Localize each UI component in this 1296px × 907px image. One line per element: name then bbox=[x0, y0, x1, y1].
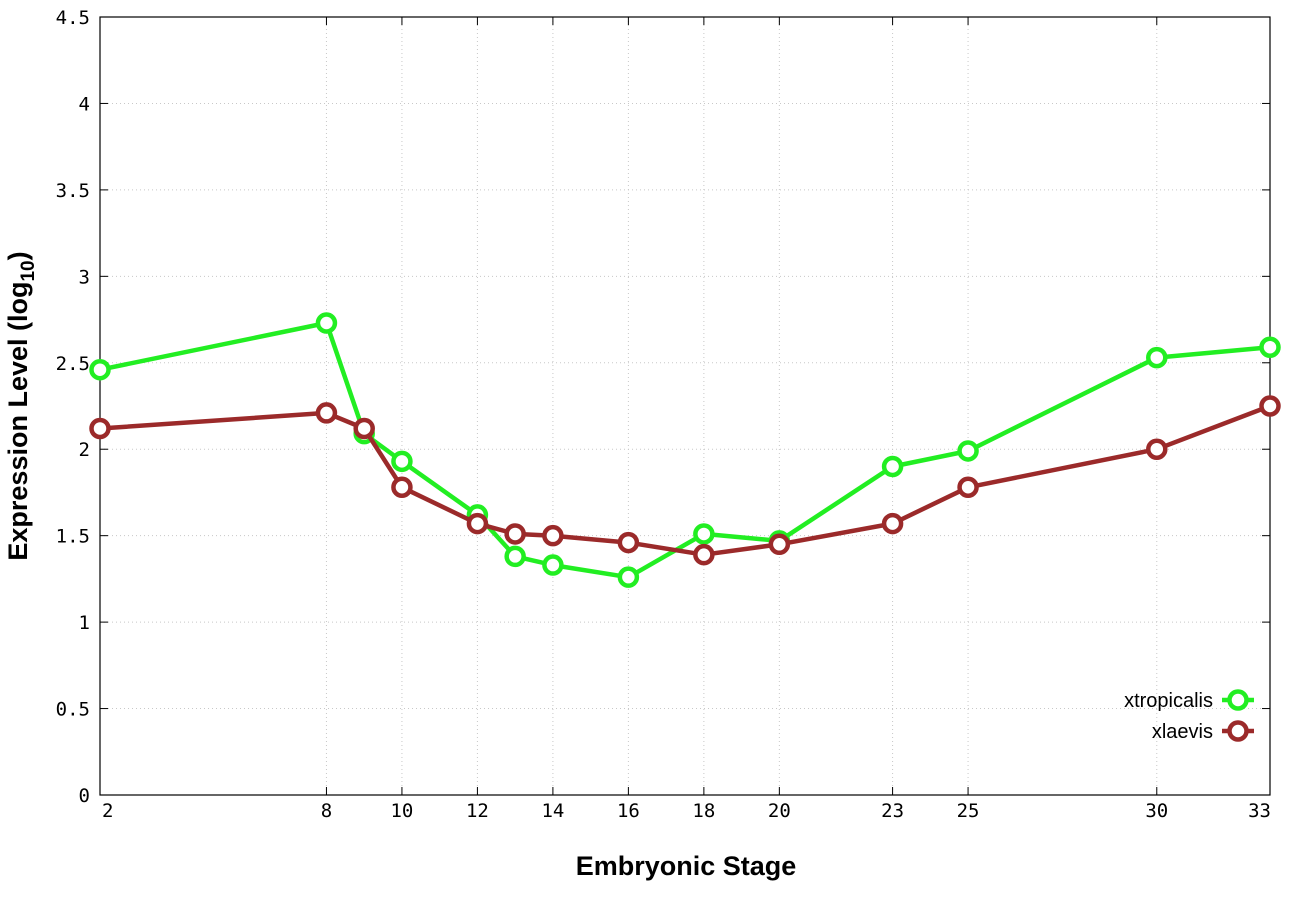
data-point bbox=[617, 531, 640, 554]
data-point bbox=[617, 566, 640, 588]
x-tick-label: 12 bbox=[466, 800, 489, 822]
data-point bbox=[391, 450, 413, 473]
y-axis-title: Expression Level (log10) bbox=[3, 251, 39, 560]
y-tick-label: 4 bbox=[79, 93, 90, 115]
y-tick-label: 2.5 bbox=[56, 353, 90, 375]
y-tick-label: 3 bbox=[79, 266, 90, 288]
series-layer bbox=[89, 312, 1281, 588]
y-tick-label: 0.5 bbox=[56, 699, 90, 721]
data-point bbox=[542, 524, 564, 547]
y-tick-label: 0 bbox=[79, 785, 90, 807]
y-tick-label: 4.5 bbox=[56, 7, 90, 29]
series-line bbox=[99, 403, 1271, 557]
y-tick-label: 1 bbox=[79, 612, 90, 634]
data-point bbox=[1259, 336, 1281, 358]
x-tick-label: 8 bbox=[321, 800, 332, 822]
x-axis-title: Embryonic Stage bbox=[576, 851, 797, 881]
data-point bbox=[89, 358, 111, 381]
data-point bbox=[957, 440, 979, 462]
axis-ticks: 0 0.5 1 1.5 2 2.5 3 3.5 4 4.5 2 8 10 12 14 16 18 20 23 25 30… bbox=[56, 7, 1271, 822]
x-tick-label: 2 bbox=[102, 800, 113, 822]
data-point bbox=[693, 543, 715, 566]
y-tick-label: 2 bbox=[79, 439, 90, 461]
data-point bbox=[542, 554, 564, 576]
series-line bbox=[99, 320, 1271, 580]
data-point bbox=[881, 455, 904, 478]
series-xlaevis bbox=[89, 395, 1281, 566]
data-point bbox=[504, 523, 526, 545]
data-point bbox=[1146, 438, 1168, 460]
legend-label: xlaevis bbox=[1152, 721, 1213, 743]
x-tick-label: 16 bbox=[617, 800, 640, 822]
x-tick-label: 10 bbox=[390, 800, 413, 822]
data-point bbox=[957, 476, 979, 499]
y-axis-title-close: ) bbox=[3, 251, 33, 260]
x-tick-label: 30 bbox=[1145, 800, 1168, 822]
y-tick-label: 1.5 bbox=[56, 526, 90, 548]
data-point bbox=[466, 512, 489, 535]
data-point bbox=[315, 312, 338, 334]
data-point bbox=[1259, 395, 1281, 417]
data-point bbox=[504, 545, 526, 568]
data-point bbox=[391, 476, 413, 499]
legend: xtropicalis xlaevis bbox=[1124, 689, 1254, 743]
data-point bbox=[1146, 346, 1168, 369]
series-xtropicalis bbox=[89, 312, 1281, 588]
legend-label: xtropicalis bbox=[1124, 690, 1213, 712]
data-point bbox=[315, 402, 338, 424]
y-tick-label: 3.5 bbox=[56, 180, 90, 202]
plot-frame bbox=[99, 16, 1271, 796]
x-tick-label: 14 bbox=[541, 800, 564, 822]
data-point bbox=[693, 523, 715, 545]
y-axis-title-subscript: 10 bbox=[18, 260, 39, 281]
y-axis-title-main: Expression Level (log bbox=[3, 282, 33, 561]
grid-lines bbox=[100, 17, 1270, 795]
x-tick-label: 23 bbox=[881, 800, 904, 822]
data-point bbox=[881, 512, 904, 535]
data-point bbox=[89, 417, 111, 440]
x-tick-label: 25 bbox=[957, 800, 980, 822]
data-point bbox=[353, 417, 375, 440]
x-tick-label: 20 bbox=[768, 800, 791, 822]
x-tick-label: 33 bbox=[1248, 800, 1271, 822]
legend-swatch-marker bbox=[1227, 689, 1249, 711]
legend-swatch-marker bbox=[1227, 720, 1249, 742]
data-point bbox=[768, 533, 791, 556]
x-tick-label: 18 bbox=[692, 800, 715, 822]
